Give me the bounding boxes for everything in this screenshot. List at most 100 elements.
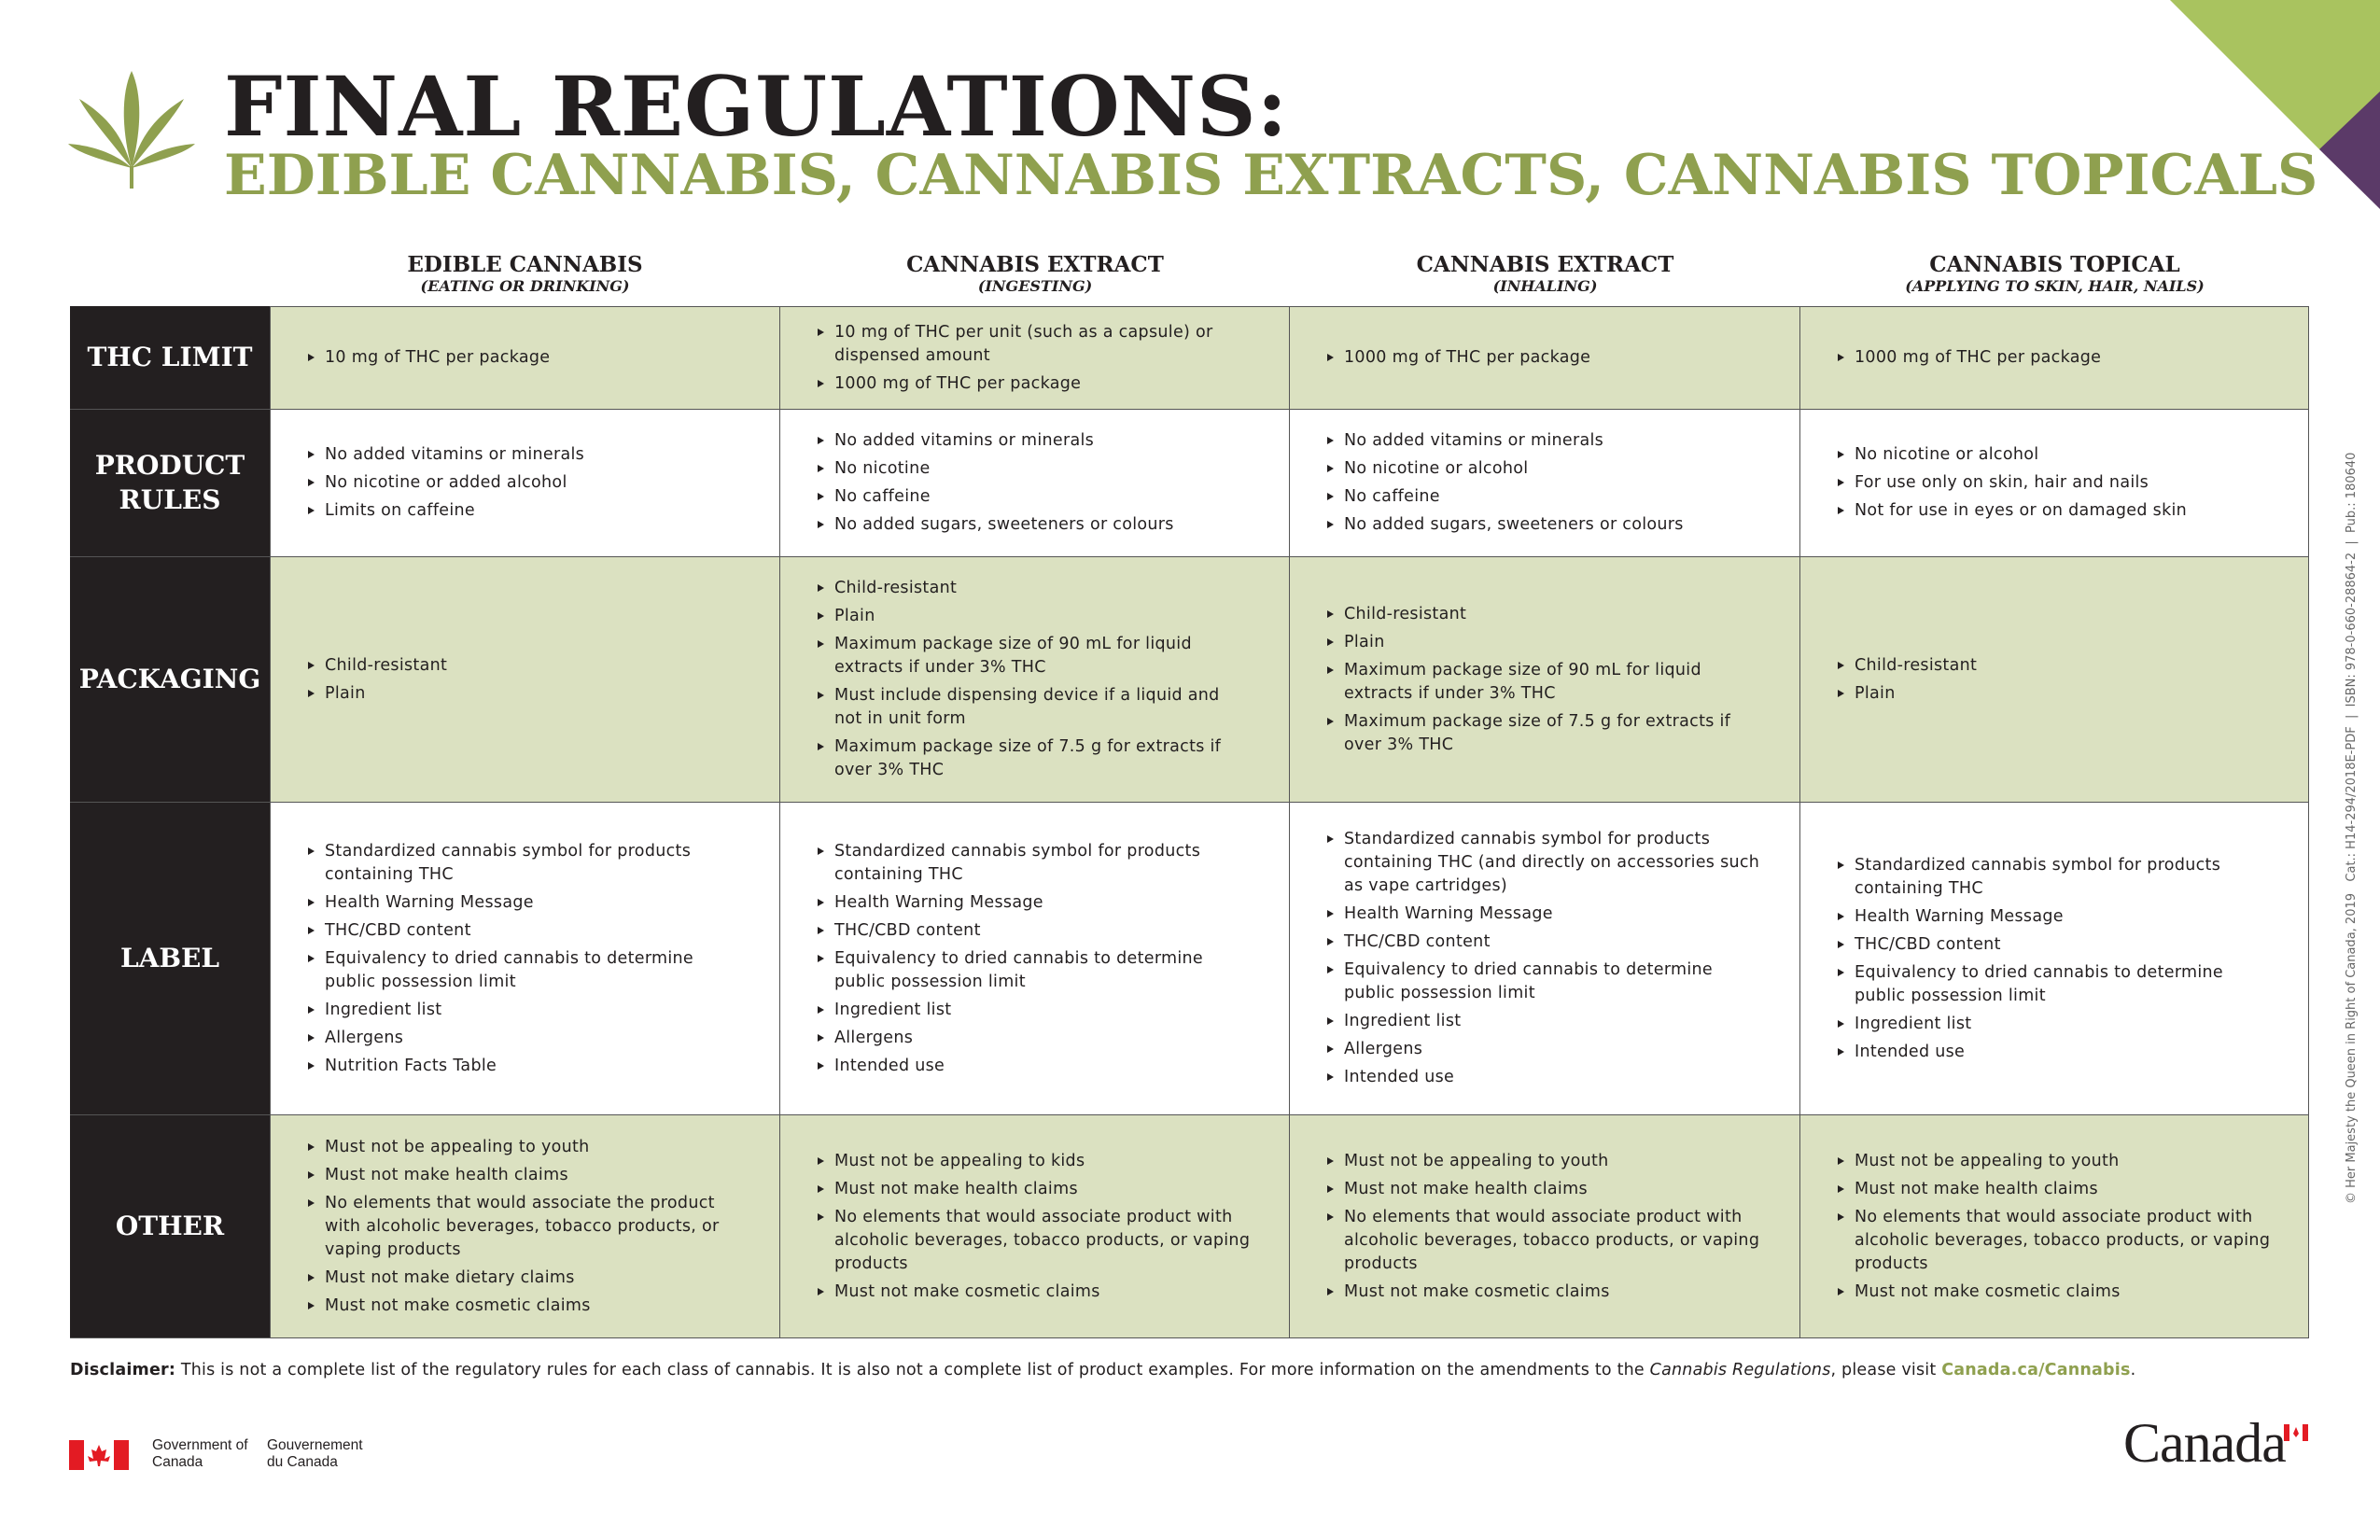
bullet-item: Must not be appealing to youth bbox=[1838, 1150, 2271, 1173]
bullet-item: No caffeine bbox=[1327, 485, 1762, 509]
bullet-item: No added vitamins or minerals bbox=[1327, 429, 1762, 453]
bullet-item: Plain bbox=[1327, 631, 1762, 654]
bullet-item: Must not make cosmetic claims bbox=[308, 1295, 742, 1318]
subtitle: EDIBLE CANNABIS, CANNABIS EXTRACTS, CANN… bbox=[224, 143, 2318, 208]
disclaimer: Disclaimer: This is not a complete list … bbox=[70, 1361, 2135, 1379]
table-cell: Must not be appealing to youth Must not m… bbox=[1800, 1115, 2309, 1338]
bullet-item: THC/CBD content bbox=[1327, 931, 1762, 954]
disclaimer-link[interactable]: Canada.ca/Cannabis bbox=[1941, 1361, 2131, 1379]
bullet-item: Allergens bbox=[308, 1027, 742, 1050]
table-cell: Must not be appealing to youth Must not m… bbox=[1290, 1115, 1800, 1338]
corner-blank bbox=[70, 252, 270, 306]
bullet-list: No added vitamins or minerals No nicotine… bbox=[308, 439, 742, 527]
bullet-list: Standardized cannabis symbol for product… bbox=[1838, 849, 2271, 1069]
bullet-item: No caffeine bbox=[818, 485, 1252, 509]
bullet-item: Maximum package size of 90 mL for liquid… bbox=[1327, 659, 1762, 706]
table-cell: Standardized cannabis symbol for product… bbox=[1290, 803, 1800, 1115]
bullet-item: Child-resistant bbox=[1327, 603, 1762, 626]
column-subtitle: (INHALING) bbox=[1492, 277, 1598, 295]
bullet-item: Equivalency to dried cannabis to determi… bbox=[1327, 959, 1762, 1005]
bullet-item: Standardized cannabis symbol for product… bbox=[308, 840, 742, 887]
bullet-list: 1000 mg of THC per package bbox=[1327, 342, 1762, 374]
regulations-table: EDIBLE CANNABIS (EATING OR DRINKING) CANNA… bbox=[70, 252, 2309, 1338]
row-label: PACKAGING bbox=[70, 557, 270, 803]
bullet-item: Must not make cosmetic claims bbox=[818, 1281, 1252, 1304]
bullet-item: 1000 mg of THC per package bbox=[818, 372, 1252, 396]
title: FINAL REGULATIONS: bbox=[224, 58, 1289, 155]
table-cell: Must not be appealing to youth Must not m… bbox=[270, 1115, 780, 1338]
bullet-item: Equivalency to dried cannabis to determi… bbox=[818, 947, 1252, 994]
bullet-item: Child-resistant bbox=[308, 654, 742, 678]
bullet-list: 10 mg of THC per package bbox=[308, 342, 742, 374]
corner-purple bbox=[2319, 91, 2380, 209]
bullet-item: Must not make health claims bbox=[308, 1164, 742, 1187]
column-title: CANNABIS TOPICAL bbox=[1929, 252, 2180, 277]
bullet-item: Plain bbox=[1838, 682, 2271, 706]
bullet-item: Maximum package size of 90 mL for liquid… bbox=[818, 633, 1252, 679]
row-label: PRODUCT RULES bbox=[70, 410, 270, 557]
bullet-item: Maximum package size of 7.5 g for extrac… bbox=[1327, 710, 1762, 757]
gov-en: Government of Canada bbox=[152, 1437, 248, 1470]
bullet-item: Health Warning Message bbox=[308, 891, 742, 915]
bullet-item: Must not be appealing to youth bbox=[308, 1136, 742, 1159]
bullet-item: Standardized cannabis symbol for product… bbox=[1327, 828, 1762, 898]
column-subtitle: (INGESTING) bbox=[977, 277, 1093, 295]
bullet-list: Child-resistant Plain Maximum package size… bbox=[818, 572, 1252, 787]
flag bbox=[69, 1440, 129, 1470]
column-title: CANNABIS EXTRACT bbox=[1416, 252, 1674, 277]
bullet-list: No added vitamins or minerals No nicotine… bbox=[1327, 425, 1762, 541]
bullet-list: Standardized cannabis symbol for product… bbox=[1327, 823, 1762, 1094]
bullet-item: Standardized cannabis symbol for product… bbox=[818, 840, 1252, 887]
column-header: CANNABIS EXTRACT (INHALING) bbox=[1290, 252, 1800, 306]
table-cell: Child-resistant Plain bbox=[1800, 557, 2309, 803]
column-title: CANNABIS EXTRACT bbox=[906, 252, 1164, 277]
bullet-item: Child-resistant bbox=[818, 577, 1252, 600]
bullet-item: Health Warning Message bbox=[1838, 905, 2271, 929]
table-cell: 1000 mg of THC per package bbox=[1290, 306, 1800, 410]
bullet-item: THC/CBD content bbox=[308, 919, 742, 943]
disclaimer-label: Disclaimer: bbox=[70, 1361, 176, 1379]
table-cell: Must not be appealing to kids Must not ma… bbox=[780, 1115, 1290, 1338]
bullet-list: Child-resistant Plain bbox=[1838, 650, 2271, 710]
bullet-item: Must not be appealing to youth bbox=[1327, 1150, 1762, 1173]
bullet-item: No nicotine or added alcohol bbox=[308, 471, 742, 495]
table-cell: No nicotine or alcohol For use only on sk… bbox=[1800, 410, 2309, 557]
column-subtitle: (EATING OR DRINKING) bbox=[420, 277, 630, 295]
decor bbox=[68, 0, 2380, 209]
bullet-item: 1000 mg of THC per package bbox=[1838, 346, 2271, 370]
bullet-list: Must not be appealing to youth Must not m… bbox=[1327, 1145, 1762, 1309]
bullet-item: No elements that would associate the pro… bbox=[308, 1192, 742, 1262]
disclaimer-italic: Cannabis Regulations bbox=[1649, 1361, 1831, 1379]
disclaimer-end: . bbox=[2130, 1361, 2136, 1379]
bullet-list: Must not be appealing to youth Must not m… bbox=[308, 1131, 742, 1323]
bullet-item: For use only on skin, hair and nails bbox=[1838, 471, 2271, 495]
bullet-item: Ingredient list bbox=[308, 999, 742, 1022]
bullet-item: Standardized cannabis symbol for product… bbox=[1838, 854, 2271, 901]
bullet-item: Must not make health claims bbox=[1327, 1178, 1762, 1201]
table-cell: Child-resistant Plain Maximum package size… bbox=[1290, 557, 1800, 803]
bullet-list: Standardized cannabis symbol for product… bbox=[818, 835, 1252, 1083]
bullet-item: Health Warning Message bbox=[1327, 903, 1762, 926]
table-cell: 10 mg of THC per package bbox=[270, 306, 780, 410]
table-cell: Child-resistant Plain Maximum package size… bbox=[780, 557, 1290, 803]
bullet-item: 1000 mg of THC per package bbox=[1327, 346, 1762, 370]
table-cell: 10 mg of THC per unit (such as a capsule… bbox=[780, 306, 1290, 410]
bullet-item: Allergens bbox=[818, 1027, 1252, 1050]
table-cell: Standardized cannabis symbol for product… bbox=[1800, 803, 2309, 1115]
bullet-item: Must not be appealing to kids bbox=[818, 1150, 1252, 1173]
bullet-item: Allergens bbox=[1327, 1038, 1762, 1061]
bullet-item: THC/CBD content bbox=[818, 919, 1252, 943]
bullet-item: Ingredient list bbox=[818, 999, 1252, 1022]
bullet-item: Plain bbox=[308, 682, 742, 706]
bullet-item: No elements that would associate product… bbox=[818, 1206, 1252, 1276]
bullet-item: THC/CBD content bbox=[1838, 933, 2271, 957]
row-label: OTHER bbox=[70, 1115, 270, 1338]
bullet-item: Maximum package size of 7.5 g for extrac… bbox=[818, 735, 1252, 782]
gov-fr: Gouvernement du Canada bbox=[267, 1437, 363, 1470]
bullet-item: 10 mg of THC per package bbox=[308, 346, 742, 370]
bullet-item: Must not make cosmetic claims bbox=[1838, 1281, 2271, 1304]
row-label: THC LIMIT bbox=[70, 306, 270, 410]
bullet-item: Intended use bbox=[1327, 1066, 1762, 1089]
bullet-item: Health Warning Message bbox=[818, 891, 1252, 915]
